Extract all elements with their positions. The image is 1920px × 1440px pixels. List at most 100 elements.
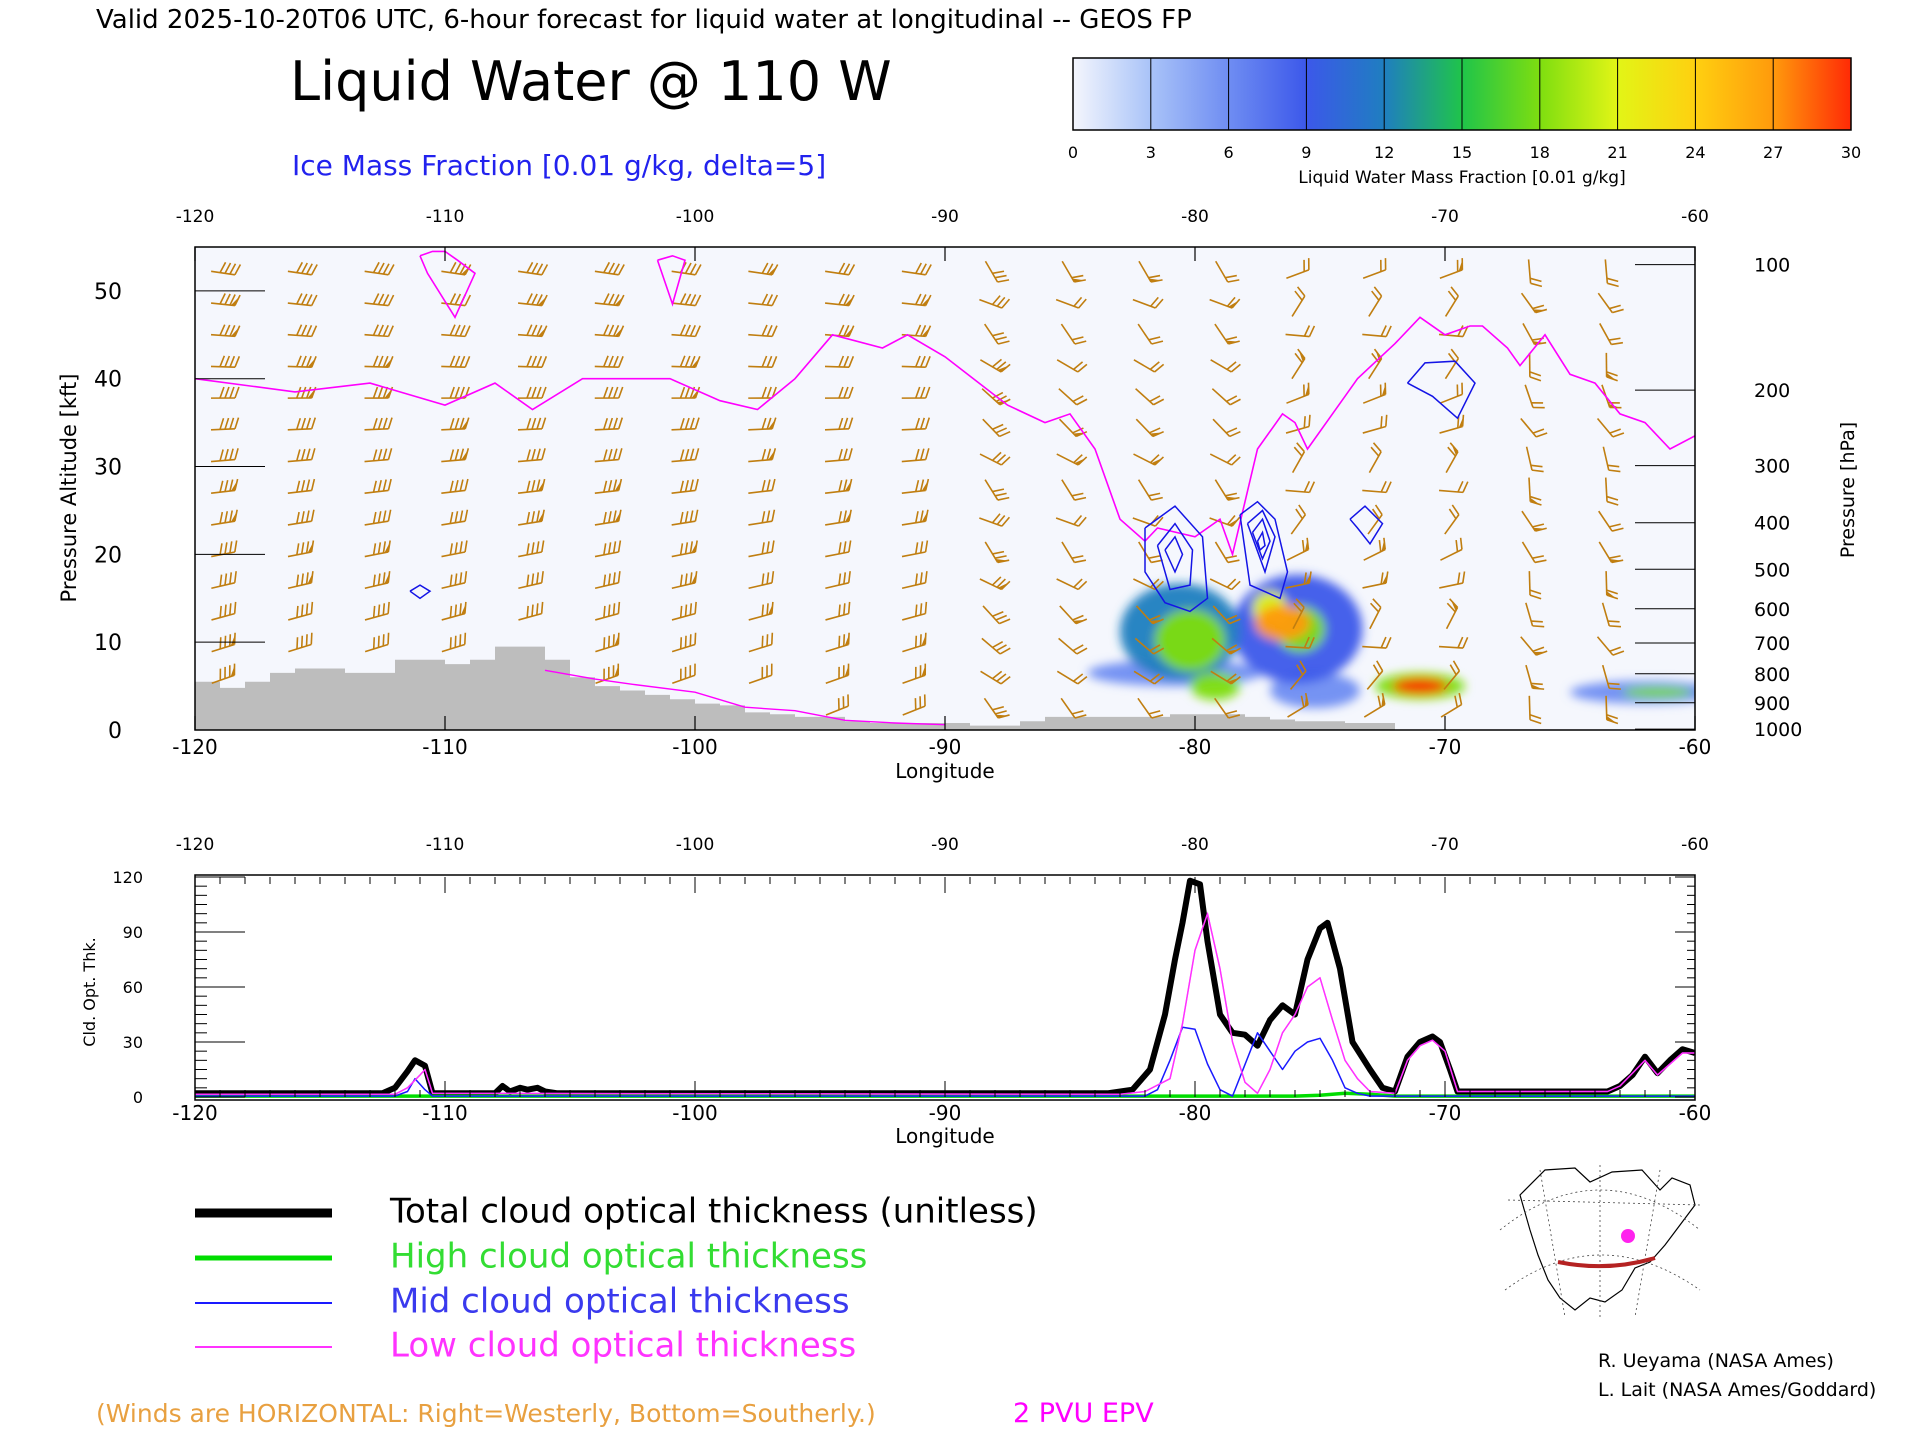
wind-barb	[441, 632, 467, 653]
y-tick-label: 30	[123, 1033, 143, 1052]
wind-barb	[594, 478, 623, 495]
x-tick-label-top: -90	[931, 835, 959, 855]
wind-barb	[748, 632, 774, 653]
wind-barb	[825, 694, 850, 716]
colorbar-tick-label: 18	[1530, 143, 1550, 162]
wind-barb	[671, 632, 697, 653]
wind-barb	[901, 386, 931, 399]
wind-barb	[981, 637, 1011, 655]
wind-barb	[441, 540, 468, 558]
wind-barb	[671, 448, 700, 463]
cross-section-x-label: Longitude	[895, 759, 994, 783]
wind-barb	[671, 540, 698, 558]
wind-barb	[1214, 479, 1240, 501]
locator-map	[1499, 1165, 1701, 1318]
wind-barb	[517, 386, 547, 399]
wind-barb	[594, 355, 624, 368]
wind-barb	[441, 324, 471, 338]
x-tick-label: -100	[672, 735, 717, 759]
liquid-water-blob	[1155, 609, 1225, 672]
ice-contour	[1256, 530, 1266, 552]
x-tick-label: -110	[422, 1101, 467, 1125]
wind-barb	[1056, 359, 1088, 373]
wind-barb	[1135, 418, 1164, 438]
wind-barb	[1056, 453, 1088, 466]
wind-barb	[825, 663, 850, 685]
wind-barb	[984, 541, 1010, 564]
wind-barb	[287, 478, 316, 495]
wind-barb	[1601, 602, 1622, 628]
wind-barb	[1289, 660, 1307, 690]
wind-barb	[1137, 479, 1163, 501]
wind-barb	[517, 448, 546, 463]
wind-barb	[748, 601, 774, 621]
epv-lower-line	[544, 669, 946, 726]
wind-barb	[288, 601, 314, 621]
colorbar-tick-label: 3	[1146, 143, 1156, 162]
wind-barb	[1366, 660, 1384, 690]
colorbar-ticks: 0 3 6 9 12 15 18 21 24 27 30	[1068, 58, 1861, 162]
x-tick-label-top: -70	[1431, 207, 1459, 227]
wind-barb	[1598, 541, 1624, 564]
wind-barb	[1285, 636, 1315, 649]
wind-barb	[1135, 605, 1164, 625]
x-tick-label: -90	[929, 1101, 962, 1125]
wind-barb	[1439, 414, 1465, 434]
wind-barb	[1214, 697, 1241, 719]
wind-barb	[671, 601, 697, 621]
legend-label-high: High cloud optical thickness	[390, 1237, 867, 1277]
legend-label-mid: Mid cloud optical thickness	[390, 1282, 850, 1322]
wind-barb	[211, 601, 237, 621]
wind-barb	[1056, 670, 1088, 685]
wind-barb	[594, 571, 621, 590]
wind-barb	[1134, 637, 1165, 655]
wind-barb	[1440, 537, 1463, 561]
wind-barb	[1285, 480, 1316, 494]
wind-barb	[825, 540, 852, 558]
wind-barb	[824, 293, 855, 307]
x-tick-label: -100	[672, 1101, 717, 1125]
wind-barb	[1521, 510, 1547, 532]
x-tick-label-top: -100	[676, 835, 715, 855]
wind-barb	[210, 324, 241, 338]
colorbar: 0 3 6 9 12 15 18 21 24 27 30 Liquid Water Mass Fra…	[1068, 57, 1861, 188]
pressure-tick-label: 900	[1754, 693, 1790, 715]
wind-barb	[1368, 286, 1383, 317]
liquid-water-blob	[1392, 678, 1448, 694]
wind-barb	[210, 448, 239, 463]
wind-barb	[441, 509, 469, 526]
wind-barb	[364, 324, 394, 338]
y-tick-label: 90	[123, 923, 143, 942]
wind-barb	[1291, 286, 1306, 317]
wind-barb	[517, 324, 548, 338]
x-tick-label: -80	[1179, 735, 1212, 759]
wind-barb	[1438, 480, 1469, 494]
wind-barb	[517, 355, 548, 368]
x-tick-label: -80	[1179, 1101, 1212, 1125]
x-tick-label: -120	[172, 735, 217, 759]
wind-barb	[902, 663, 927, 685]
colorbar-tick-label: 0	[1068, 143, 1078, 162]
legend-label-total: Total cloud optical thickness (unitless)	[389, 1192, 1038, 1232]
colorbar-tick-label: 30	[1841, 143, 1861, 162]
locator-map-landmass	[1519, 1167, 1696, 1311]
wind-barb	[984, 260, 1010, 283]
wind-barb	[364, 478, 392, 495]
x-tick-label: -70	[1429, 1101, 1462, 1125]
colorbar-tick-label: 12	[1374, 143, 1394, 162]
mid-cloud-line	[195, 1026, 1695, 1097]
pressure-tick-label: 200	[1754, 380, 1790, 402]
y-tick-label: 0	[108, 719, 122, 744]
wind-barb	[210, 386, 240, 399]
wind-barb	[1135, 388, 1165, 406]
winds-note: (Winds are HORIZONTAL: Right=Westerly, B…	[96, 1399, 876, 1428]
terrain	[195, 646, 1395, 730]
liquid-water-field	[1087, 574, 1695, 709]
pressure-tick-label: 800	[1754, 664, 1790, 686]
wind-barb	[518, 540, 545, 558]
wind-barb	[1596, 636, 1625, 656]
wind-barb	[364, 355, 394, 368]
wind-barb	[210, 417, 240, 431]
wind-barb	[1596, 417, 1625, 438]
legend: Total cloud optical thickness (unitless)…	[195, 1192, 1038, 1366]
